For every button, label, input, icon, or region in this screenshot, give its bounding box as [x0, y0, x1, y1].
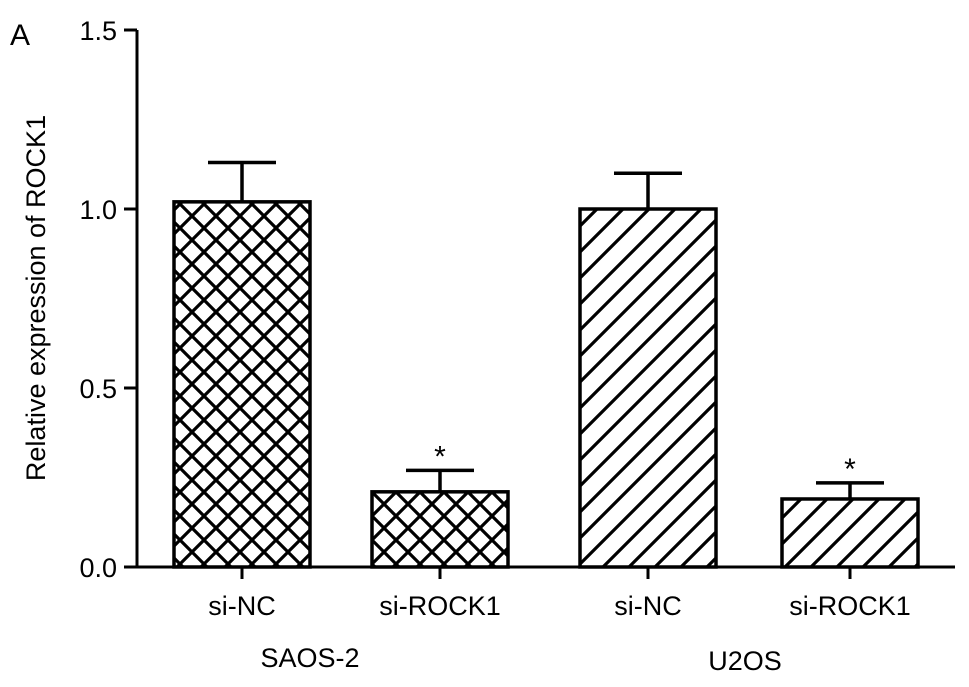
x-tick-label: si-ROCK1: [789, 591, 911, 621]
y-axis: 0.0 0.5 1.0 1.5: [79, 16, 139, 583]
x-tick-labels: si-NC si-ROCK1 si-NC si-ROCK1: [208, 591, 911, 621]
group-label: SAOS-2: [260, 643, 359, 673]
panel-label: A: [10, 19, 30, 52]
x-tick-label: si-ROCK1: [379, 591, 501, 621]
y-tick-label: 0.5: [79, 374, 117, 404]
x-tick-label: si-NC: [208, 591, 276, 621]
significance-marker: *: [434, 440, 446, 473]
y-axis-label: Relative expression of ROCK1: [21, 115, 51, 481]
bar: [780, 497, 920, 569]
group-label: U2OS: [708, 646, 782, 676]
bar: [370, 490, 510, 569]
y-tick-label: 0.0: [79, 553, 117, 583]
y-tick-label: 1.5: [79, 16, 117, 46]
x-axis: [137, 565, 955, 579]
bars: * *: [172, 160, 920, 569]
x-tick-label: si-NC: [614, 591, 682, 621]
bar: [578, 207, 718, 569]
bar: [172, 200, 312, 569]
significance-marker: *: [844, 453, 856, 486]
y-tick-label: 1.0: [79, 195, 117, 225]
group-labels: SAOS-2 U2OS: [260, 643, 781, 676]
